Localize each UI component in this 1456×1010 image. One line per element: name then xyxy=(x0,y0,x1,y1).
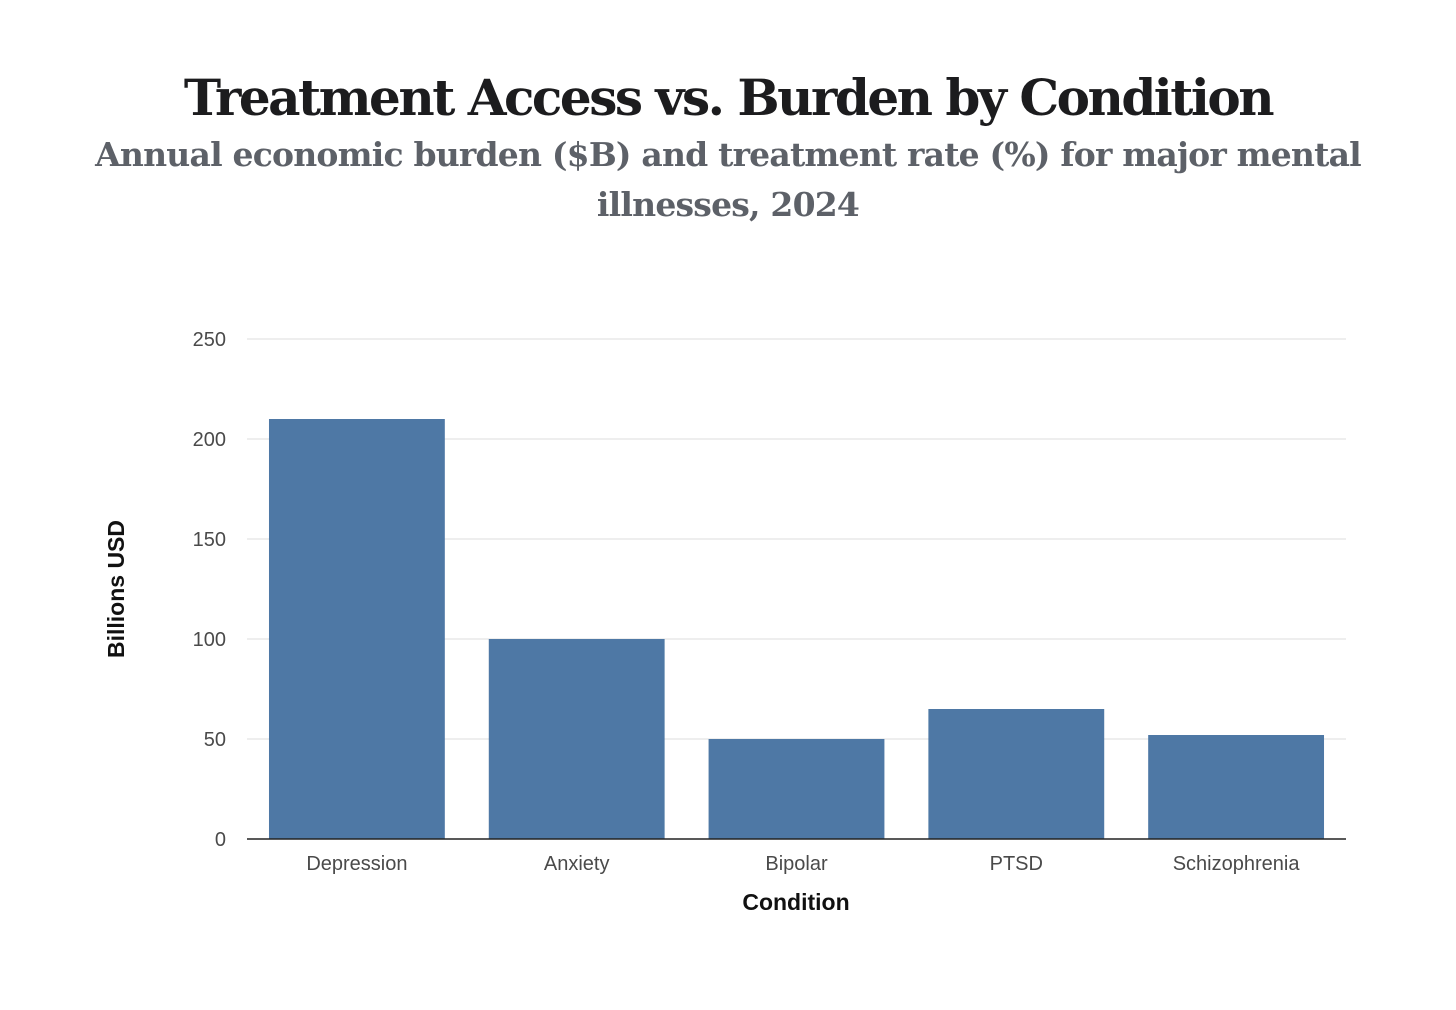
bar-bipolar[interactable] xyxy=(708,739,885,839)
x-tick-labels: Depression Anxiety Bipolar PTSD Schizophreni… xyxy=(306,853,1300,875)
bar-anxiety[interactable] xyxy=(488,639,665,839)
y-tick-label: 50 xyxy=(204,729,226,751)
y-tick-label: 250 xyxy=(193,329,226,351)
y-tick-labels: 0 50 100 150 200 250 xyxy=(193,329,226,851)
bars xyxy=(268,419,1325,839)
x-axis-title: Condition xyxy=(742,889,849,915)
x-tick-label: Depression xyxy=(306,853,407,875)
y-tick-label: 0 xyxy=(215,829,226,851)
y-tick-label: 200 xyxy=(193,429,226,451)
x-tick-label: Anxiety xyxy=(544,853,610,875)
x-tick-label: Bipolar xyxy=(765,853,828,875)
x-tick-label: Schizophrenia xyxy=(1173,853,1301,875)
bar-ptsd[interactable] xyxy=(928,709,1105,839)
bar-depression[interactable] xyxy=(268,419,445,839)
y-axis-title: Billions USD xyxy=(103,520,129,658)
chart-title: Treatment Access vs. Burden by Condition xyxy=(183,68,1275,127)
x-tick-label: PTSD xyxy=(990,853,1043,875)
chart-subtitle: Annual economic burden ($B) and treatmen… xyxy=(95,135,1362,224)
y-tick-label: 100 xyxy=(193,629,226,651)
bar-schizophrenia[interactable] xyxy=(1148,735,1325,839)
y-tick-label: 150 xyxy=(193,529,226,551)
